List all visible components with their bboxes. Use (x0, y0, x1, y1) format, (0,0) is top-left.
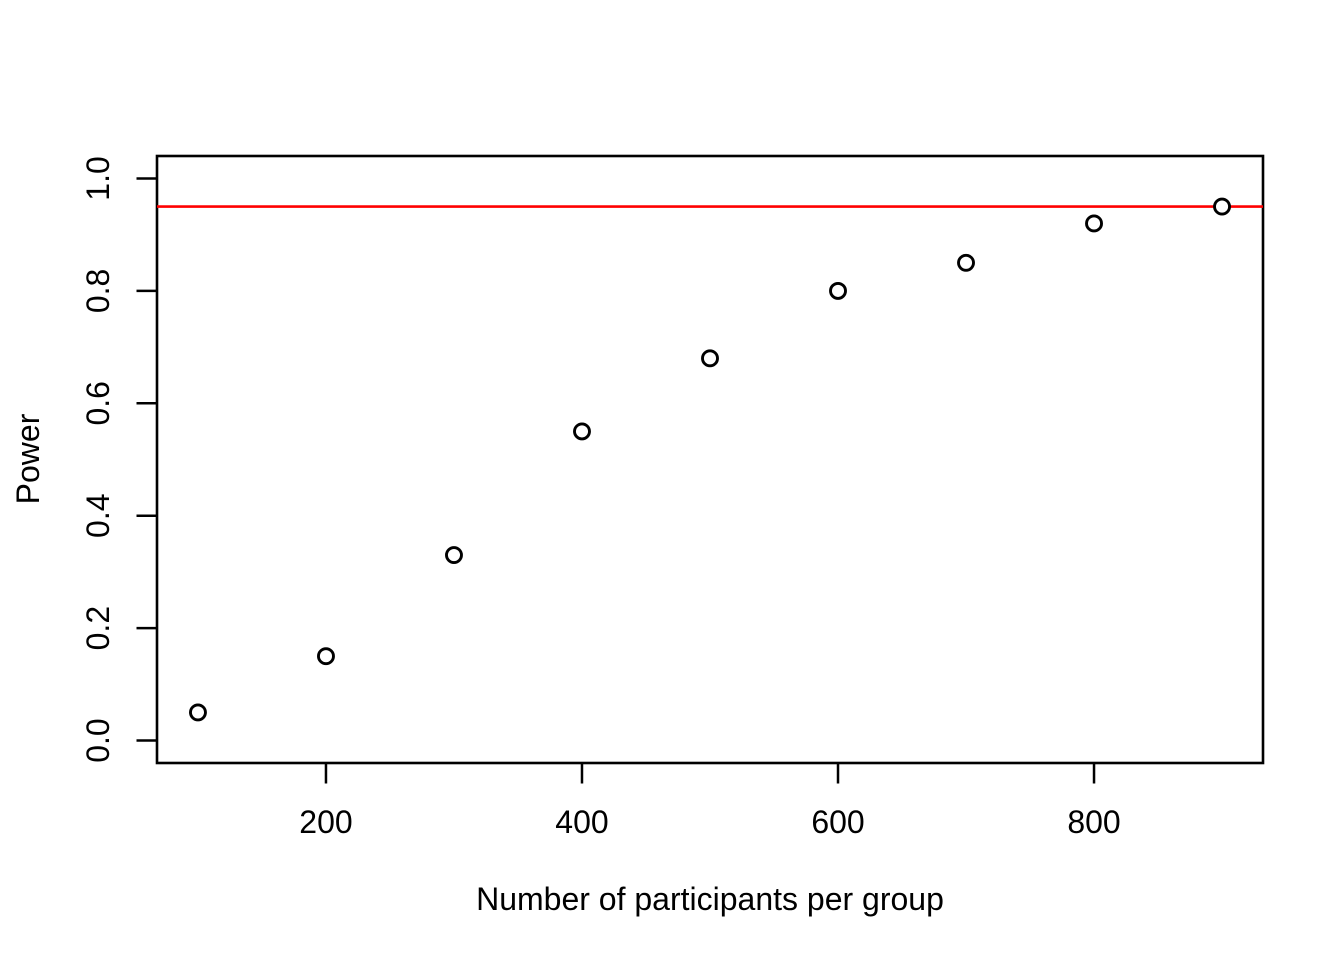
y-axis-label: Power (10, 413, 46, 504)
y-tick-label: 0.2 (80, 606, 116, 650)
y-tick-label: 0.0 (80, 718, 116, 762)
x-tick-label: 200 (299, 804, 352, 840)
y-tick-label: 0.8 (80, 269, 116, 313)
x-axis: 200 400 600 800 (299, 763, 1121, 840)
y-tick-label: 0.6 (80, 381, 116, 425)
data-point (573, 422, 591, 441)
plot-border (155, 154, 1265, 765)
data-points (189, 197, 1231, 722)
y-tick-label: 0.4 (80, 493, 116, 537)
data-point (445, 546, 463, 564)
x-tick-label: 600 (811, 804, 864, 840)
y-axis: 0.0 0.2 0.4 0.6 0.8 1.0 (80, 156, 157, 763)
data-point (701, 349, 719, 368)
x-axis-label: Number of participants per group (476, 881, 944, 917)
data-point (829, 281, 847, 300)
x-tick-label: 800 (1067, 804, 1120, 840)
data-point (1213, 197, 1231, 216)
y-tick-label: 1.0 (80, 156, 116, 200)
x-tick-label: 400 (555, 804, 608, 840)
data-point (189, 703, 207, 722)
data-point (317, 647, 335, 666)
data-point (1085, 214, 1103, 233)
data-point (957, 253, 975, 272)
